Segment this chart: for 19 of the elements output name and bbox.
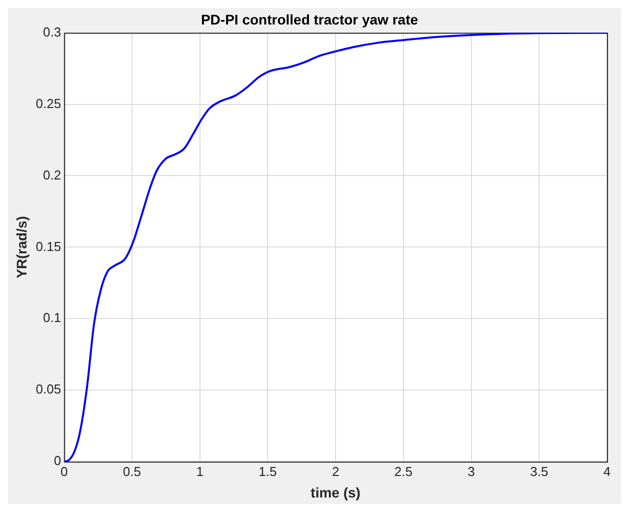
y-tick-label: 0 xyxy=(54,453,62,468)
y-axis-title: YR(rad/s) xyxy=(13,216,30,278)
x-axis-title: time (s) xyxy=(310,484,360,500)
x-tick-label: 3.5 xyxy=(530,464,548,479)
x-tick-label: 1.5 xyxy=(258,464,277,479)
y-tick-label: 0.3 xyxy=(43,24,62,40)
x-tick-label: 2 xyxy=(332,464,340,479)
x-tick-label: 4 xyxy=(603,464,611,479)
x-tick-label: 0.5 xyxy=(122,464,142,479)
y-tick-label: 0.25 xyxy=(36,96,62,111)
y-tick-label: 0.1 xyxy=(43,310,62,326)
chart-title: PD-PI controlled tractor yaw rate xyxy=(200,11,418,28)
y-tick-label: 0.2 xyxy=(43,167,62,182)
x-tick-label: 1 xyxy=(196,464,204,479)
y-tick-label: 0.05 xyxy=(36,382,62,397)
x-tick-label: 2.5 xyxy=(394,464,412,479)
line-series xyxy=(64,32,607,462)
x-tick-label: 3 xyxy=(468,464,475,479)
y-tick-label: 0.15 xyxy=(36,238,62,254)
